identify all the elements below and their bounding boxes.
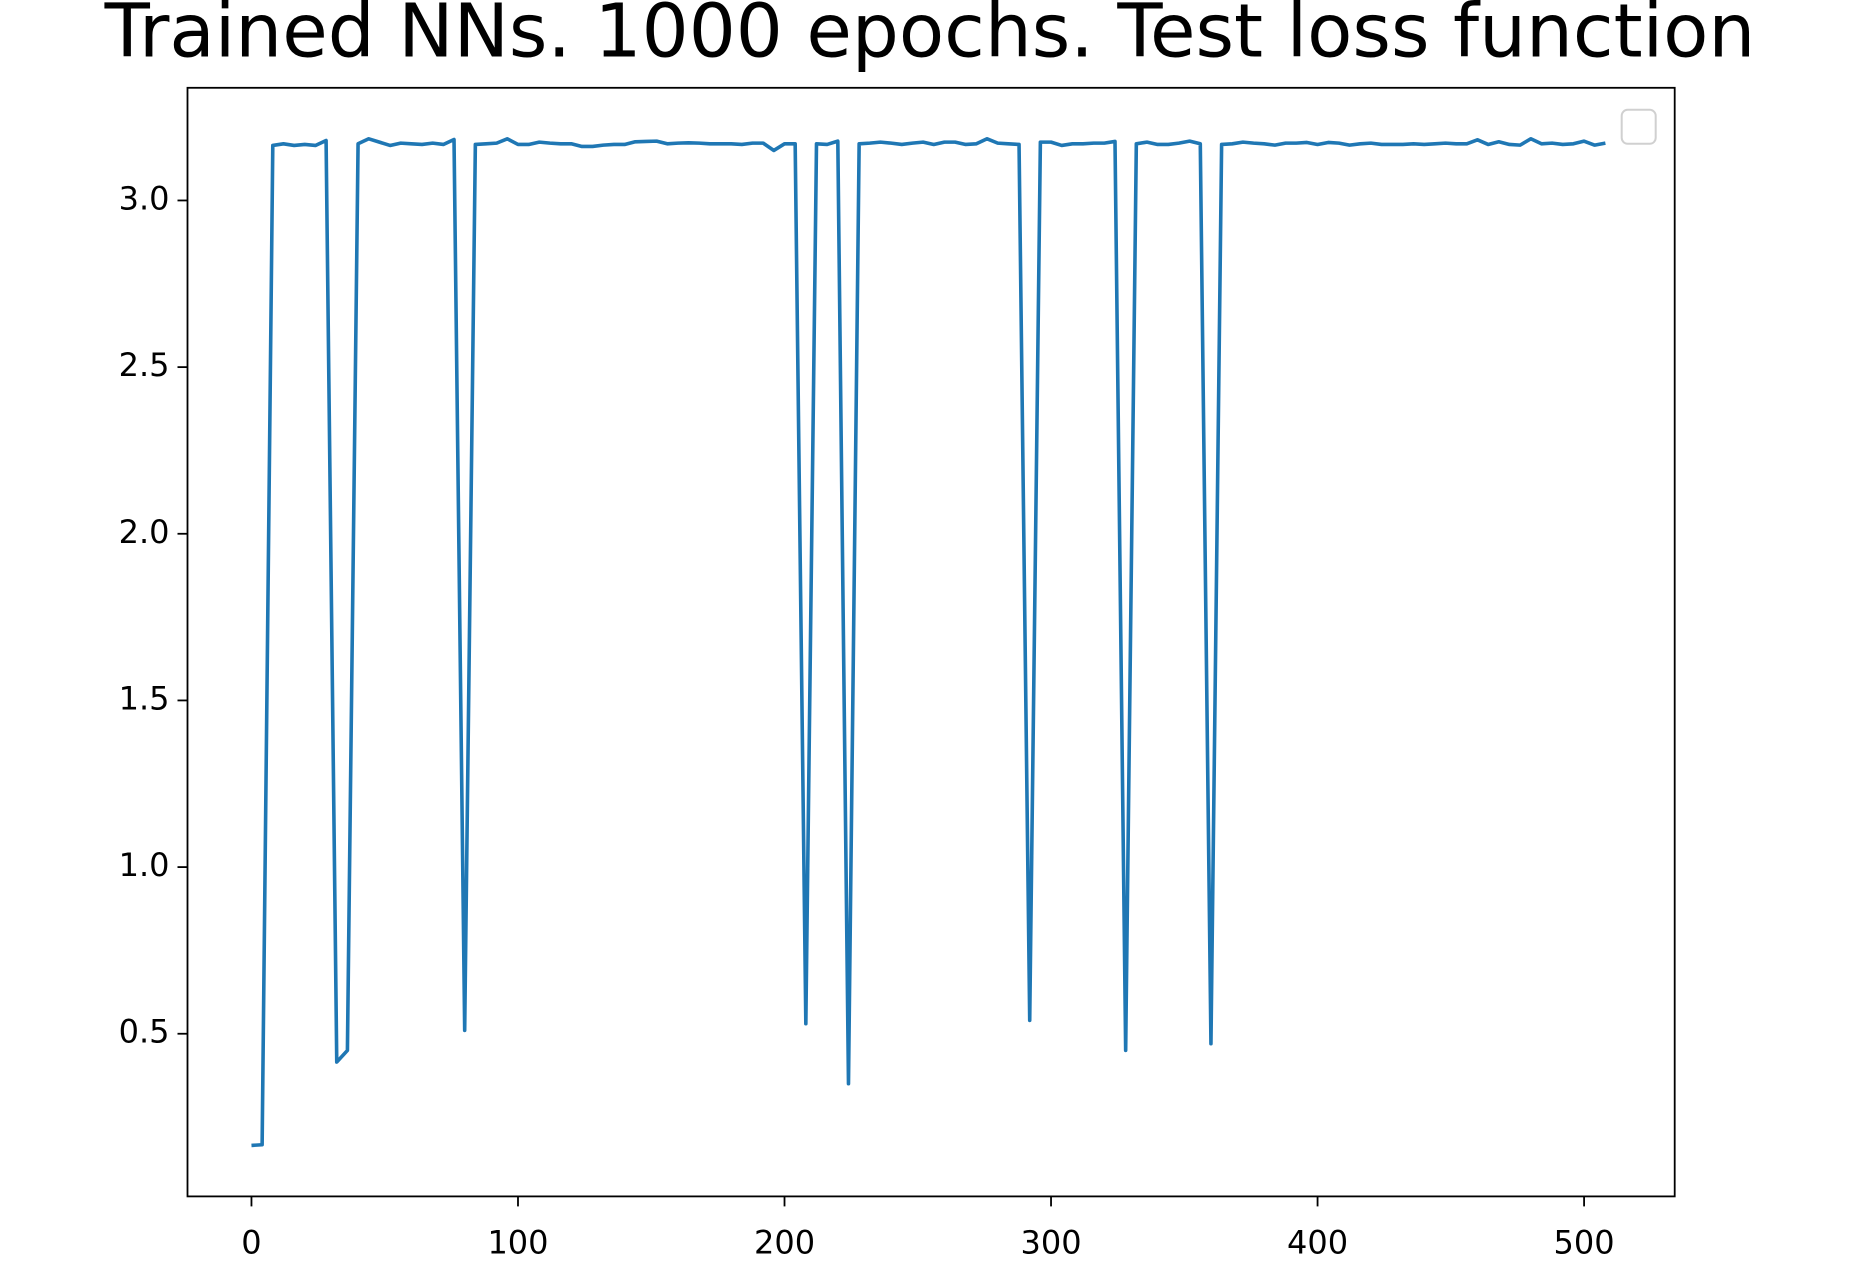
x-tick-label: 100 — [487, 1223, 548, 1261]
x-tick-label: 500 — [1554, 1223, 1615, 1261]
legend-box — [1620, 108, 1657, 145]
x-tick-label: 0 — [241, 1223, 261, 1261]
line-series — [251, 137, 1606, 1148]
y-tick-label: 2.0 — [119, 513, 170, 551]
y-tick-label: 1.0 — [119, 846, 170, 884]
x-tick-label: 400 — [1287, 1223, 1348, 1261]
y-tick-label: 3.0 — [119, 179, 170, 217]
x-tick-label: 300 — [1020, 1223, 1081, 1261]
y-tick-label: 1.5 — [119, 679, 170, 717]
y-tick-label: 0.5 — [119, 1013, 170, 1051]
plot-frame — [186, 86, 1676, 1198]
x-tick-label: 200 — [754, 1223, 815, 1261]
chart-title: Trained NNs. 1000 epochs. Test loss func… — [104, 0, 1756, 75]
y-tick-label: 2.5 — [119, 346, 170, 384]
